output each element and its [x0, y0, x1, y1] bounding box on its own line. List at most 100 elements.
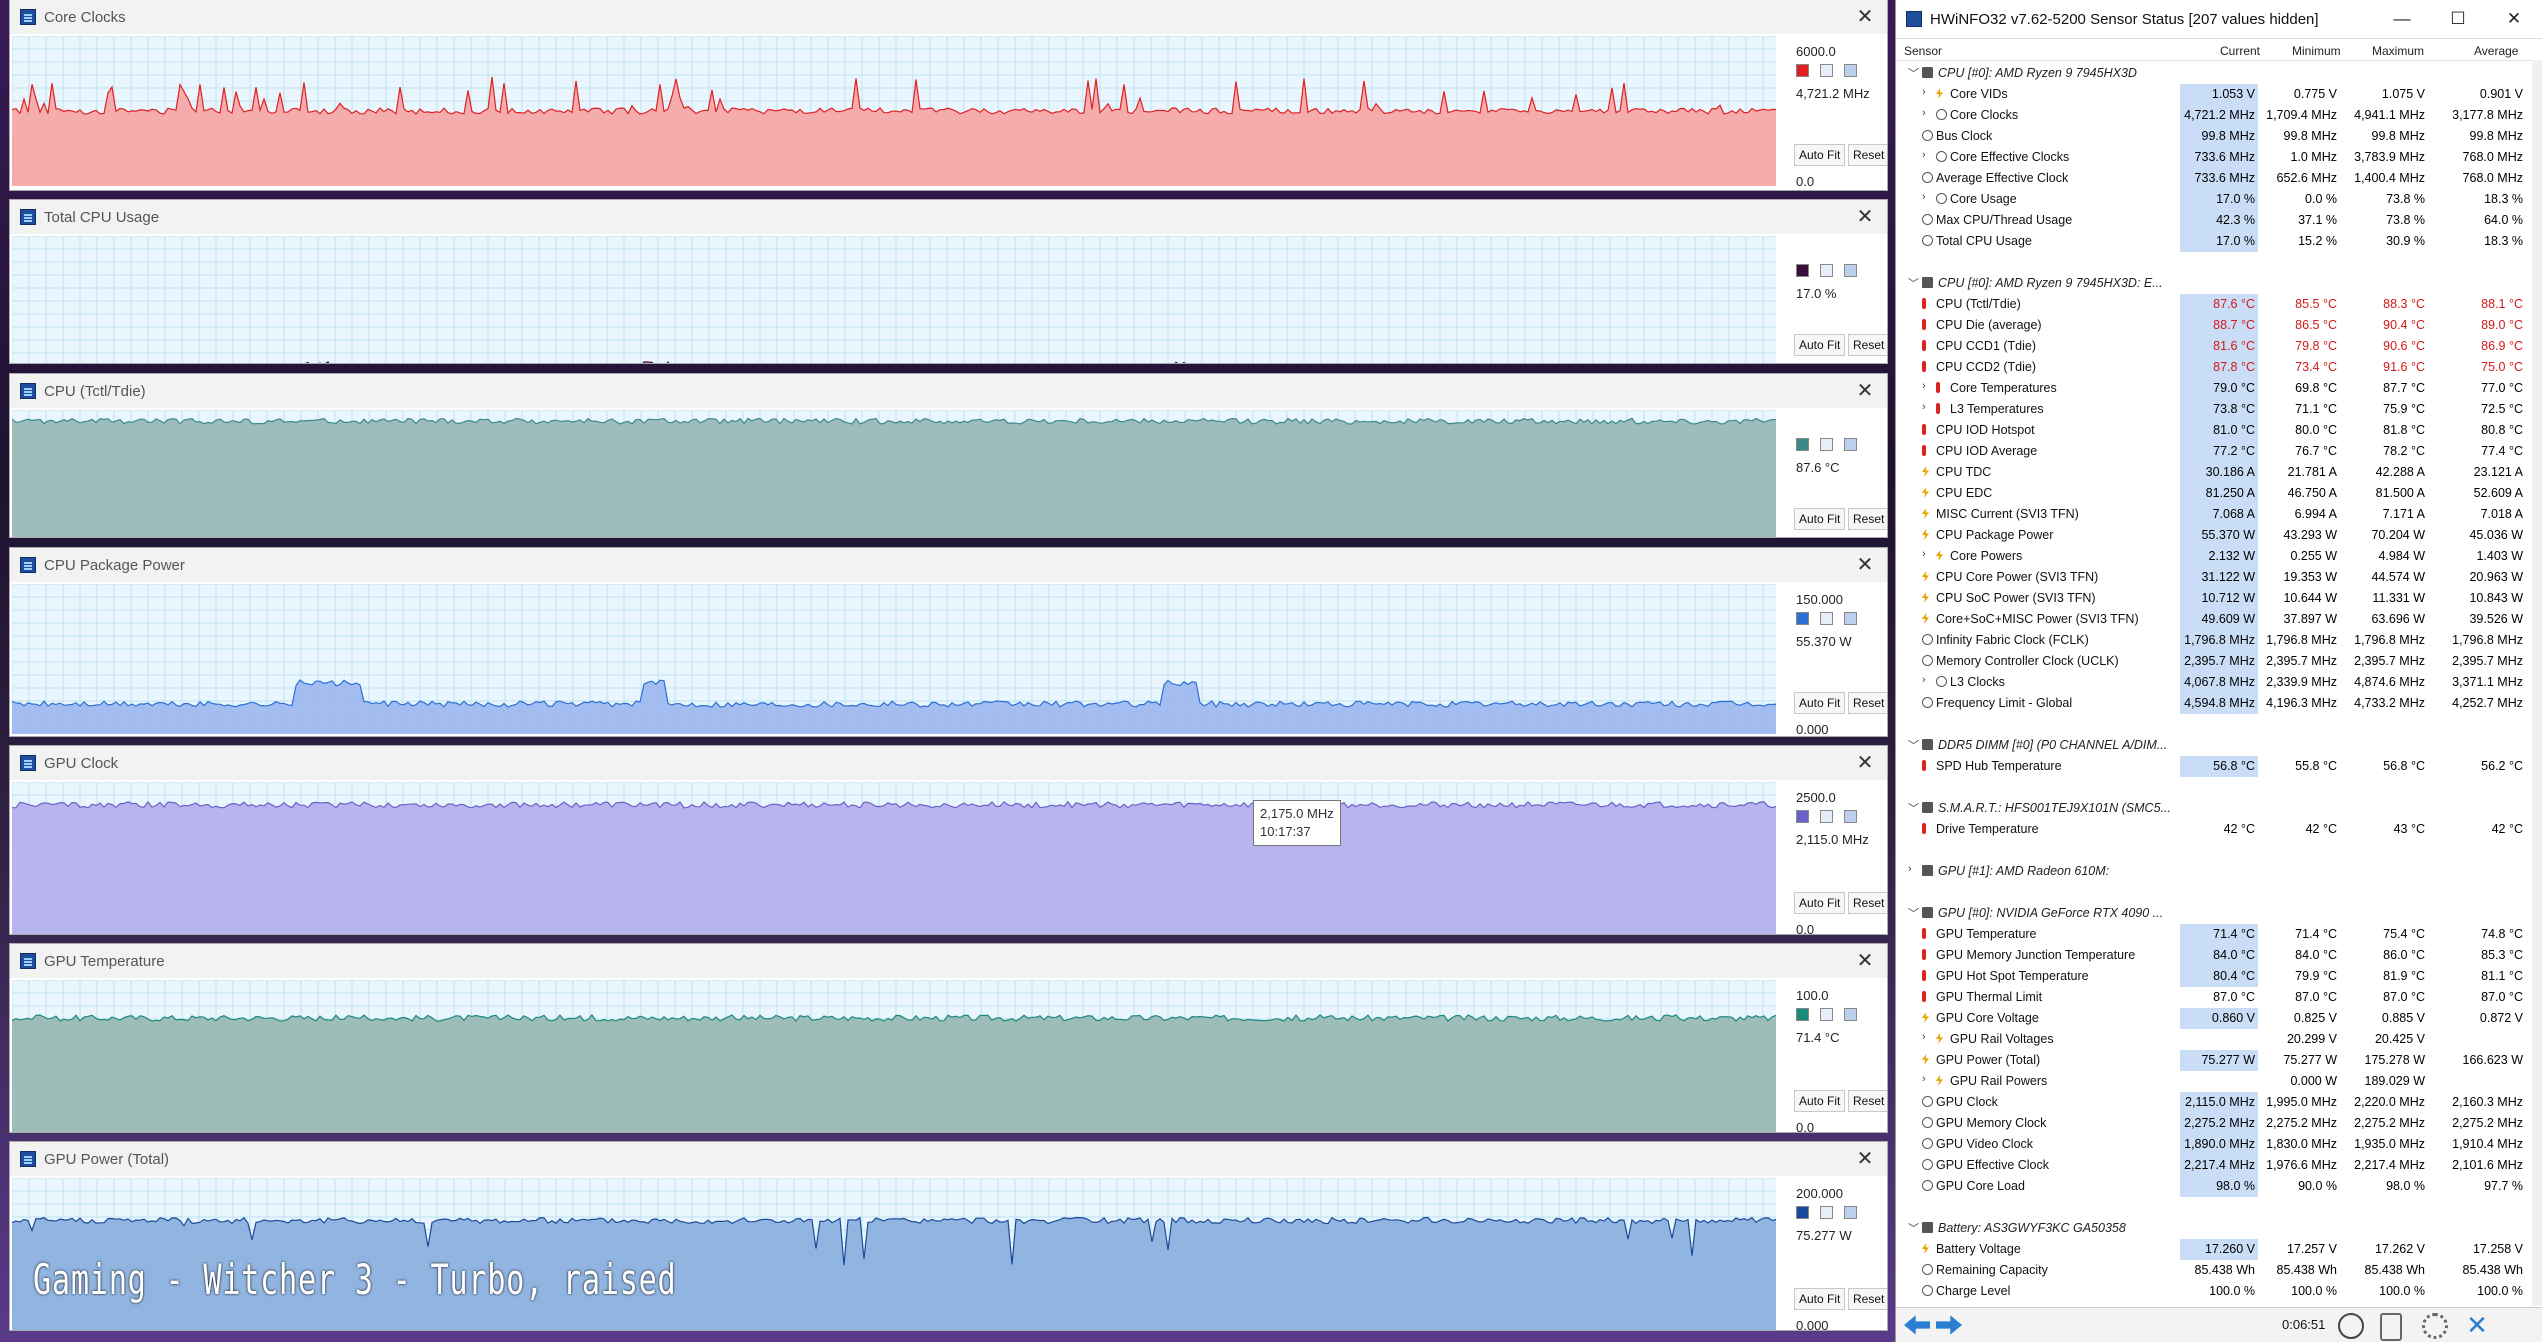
auto-fit-button[interactable]: Auto Fit	[1794, 334, 1846, 356]
sensor-group[interactable]: ﹀ Battery: AS3GWYF3KC GA50358	[1896, 1218, 2542, 1239]
graph-titlebar[interactable]: CPU (Tctl/Tdie) ✕	[10, 374, 1887, 408]
auto-fit-button[interactable]: Auto Fit	[1794, 144, 1846, 166]
expand-icon[interactable]: ›	[1922, 380, 1926, 392]
sensor-row[interactable]: GPU Effective Clock 2,217.4 MHz 1,976.6 …	[1896, 1155, 2542, 1176]
sensor-row[interactable]: Infinity Fabric Clock (FCLK) 1,796.8 MHz…	[1896, 630, 2542, 651]
bg-swatch[interactable]	[1844, 1008, 1857, 1021]
sensor-row[interactable]: › GPU Rail Voltages 20.299 V 20.425 V	[1896, 1029, 2542, 1050]
sensor-row[interactable]: GPU Thermal Limit 87.0 °C 87.0 °C 87.0 °…	[1896, 987, 2542, 1008]
sensor-row[interactable]: CPU TDC 30.186 A 21.781 A 42.288 A 23.12…	[1896, 462, 2542, 483]
fill-swatch[interactable]	[1820, 612, 1833, 625]
sensor-row[interactable]: Max CPU/Thread Usage 42.3 % 37.1 % 73.8 …	[1896, 210, 2542, 231]
expand-icon[interactable]: ﹀	[1908, 740, 1919, 752]
sensor-row[interactable]: › Core Powers 2.132 W 0.255 W 4.984 W 1.…	[1896, 546, 2542, 567]
sensor-row[interactable]: GPU Memory Junction Temperature 84.0 °C …	[1896, 945, 2542, 966]
sensor-row[interactable]: › L3 Clocks 4,067.8 MHz 2,339.9 MHz 4,87…	[1896, 672, 2542, 693]
bg-swatch[interactable]	[1844, 64, 1857, 77]
bg-swatch[interactable]	[1844, 810, 1857, 823]
sensor-row[interactable]: Core+SoC+MISC Power (SVI3 TFN) 49.609 W …	[1896, 609, 2542, 630]
graph-titlebar[interactable]: Total CPU Usage ✕	[10, 200, 1887, 234]
nav-left-icon[interactable]	[1904, 1315, 1930, 1335]
reset-button[interactable]: Reset	[1848, 1288, 1887, 1310]
graph-close-icon[interactable]: ✕	[1856, 380, 1874, 402]
sensor-row[interactable]: GPU Hot Spot Temperature 80.4 °C 79.9 °C…	[1896, 966, 2542, 987]
sensor-row[interactable]: › GPU Rail Powers 0.000 W 189.029 W	[1896, 1071, 2542, 1092]
graph-window-1[interactable]: Core Clocks ✕ 6000.0 4,721.2 MHz Auto Fi…	[10, 0, 1887, 190]
sensor-row[interactable]: › Core Effective Clocks 733.6 MHz 1.0 MH…	[1896, 147, 2542, 168]
line-color-swatch[interactable]	[1796, 1008, 1809, 1021]
sensor-row[interactable]: CPU SoC Power (SVI3 TFN) 10.712 W 10.644…	[1896, 588, 2542, 609]
sensor-row[interactable]: MISC Current (SVI3 TFN) 7.068 A 6.994 A …	[1896, 504, 2542, 525]
sensor-row[interactable]: Average Effective Clock 733.6 MHz 652.6 …	[1896, 168, 2542, 189]
graph-titlebar[interactable]: GPU Clock ✕	[10, 746, 1887, 780]
sensor-row[interactable]: CPU Package Power 55.370 W 43.293 W 70.2…	[1896, 525, 2542, 546]
sensor-row[interactable]: › Core Usage 17.0 % 0.0 % 73.8 % 18.3 %	[1896, 189, 2542, 210]
sensor-row[interactable]: Drive Temperature 42 °C 42 °C 43 °C 42 °…	[1896, 819, 2542, 840]
auto-fit-button[interactable]: Auto Fit	[1794, 692, 1846, 714]
graph-window-2[interactable]: Total CPU Usage ✕ 17.0 % Auto Fit Reset …	[10, 200, 1887, 363]
sensor-group[interactable]: ﹀ CPU [#0]: AMD Ryzen 9 7945HX3D	[1896, 63, 2542, 84]
sensor-row[interactable]: GPU Clock 2,115.0 MHz 1,995.0 MHz 2,220.…	[1896, 1092, 2542, 1113]
graph-close-icon[interactable]: ✕	[1856, 554, 1874, 576]
sensor-row[interactable]: CPU Core Power (SVI3 TFN) 31.122 W 19.35…	[1896, 567, 2542, 588]
auto-fit-button[interactable]: Auto Fit	[1794, 508, 1846, 530]
expand-icon[interactable]: ﹀	[1908, 1223, 1919, 1235]
line-color-swatch[interactable]	[1796, 438, 1809, 451]
graph-window-4[interactable]: CPU Package Power ✕ 150.000 55.370 W Aut…	[10, 548, 1887, 736]
reset-button[interactable]: Reset	[1848, 892, 1887, 914]
bg-swatch[interactable]	[1844, 438, 1857, 451]
sensor-row[interactable]: CPU EDC 81.250 A 46.750 A 81.500 A 52.60…	[1896, 483, 2542, 504]
sensor-row[interactable]: › L3 Temperatures 73.8 °C 71.1 °C 75.9 °…	[1896, 399, 2542, 420]
reset-button[interactable]: Reset	[1848, 508, 1887, 530]
sensor-row[interactable]: GPU Core Voltage 0.860 V 0.825 V 0.885 V…	[1896, 1008, 2542, 1029]
sensor-row[interactable]: › Core VIDs 1.053 V 0.775 V 1.075 V 0.90…	[1896, 84, 2542, 105]
sensor-row[interactable]: GPU Memory Clock 2,275.2 MHz 2,275.2 MHz…	[1896, 1113, 2542, 1134]
sensor-row[interactable]: CPU Die (average) 88.7 °C 86.5 °C 90.4 °…	[1896, 315, 2542, 336]
clock-icon[interactable]	[2338, 1313, 2364, 1339]
line-color-swatch[interactable]	[1796, 264, 1809, 277]
sensor-row[interactable]: CPU CCD1 (Tdie) 81.6 °C 79.8 °C 90.6 °C …	[1896, 336, 2542, 357]
line-color-swatch[interactable]	[1796, 810, 1809, 823]
nav-right-icon[interactable]	[1936, 1315, 1962, 1335]
sensor-group[interactable]: ﹀ DDR5 DIMM [#0] (P0 CHANNEL A/DIM...	[1896, 735, 2542, 756]
graph-close-icon[interactable]: ✕	[1856, 950, 1874, 972]
sensor-row[interactable]: GPU Core Load 98.0 % 90.0 % 98.0 % 97.7 …	[1896, 1176, 2542, 1197]
expand-icon[interactable]: ›	[1922, 401, 1926, 413]
sensor-row[interactable]: CPU IOD Average 77.2 °C 76.7 °C 78.2 °C …	[1896, 441, 2542, 462]
expand-icon[interactable]: ›	[1922, 1073, 1926, 1085]
col-average[interactable]: Average	[2474, 44, 2519, 58]
expand-icon[interactable]: ›	[1908, 863, 1912, 875]
sensor-row[interactable]: Frequency Limit - Global 4,594.8 MHz 4,1…	[1896, 693, 2542, 714]
col-sensor[interactable]: Sensor	[1904, 44, 1943, 58]
graph-window-6[interactable]: GPU Temperature ✕ 100.0 71.4 °C Auto Fit…	[10, 944, 1887, 1132]
reset-button[interactable]: Reset	[1848, 334, 1887, 356]
fill-swatch[interactable]	[1820, 264, 1833, 277]
sensor-row[interactable]: SPD Hub Temperature 56.8 °C 55.8 °C 56.8…	[1896, 756, 2542, 777]
expand-icon[interactable]: ›	[1922, 674, 1926, 686]
graph-close-icon[interactable]: ✕	[1856, 1148, 1874, 1170]
line-color-swatch[interactable]	[1796, 64, 1809, 77]
sensor-group[interactable]: ﹀ CPU [#0]: AMD Ryzen 9 7945HX3D: E...	[1896, 273, 2542, 294]
reset-button[interactable]: Reset	[1848, 692, 1887, 714]
expand-icon[interactable]: ›	[1922, 1031, 1926, 1043]
sensor-row[interactable]: Bus Clock 99.8 MHz 99.8 MHz 99.8 MHz 99.…	[1896, 126, 2542, 147]
expand-icon[interactable]: ›	[1922, 548, 1926, 560]
sensor-row[interactable]: Charge Level 100.0 % 100.0 % 100.0 % 100…	[1896, 1281, 2542, 1302]
reset-button[interactable]: Reset	[1848, 1090, 1887, 1112]
bg-swatch[interactable]	[1844, 264, 1857, 277]
scrollbar[interactable]	[2532, 60, 2542, 1306]
fill-swatch[interactable]	[1820, 64, 1833, 77]
graph-titlebar[interactable]: Core Clocks ✕	[10, 0, 1887, 34]
sensor-row[interactable]: Battery Voltage 17.260 V 17.257 V 17.262…	[1896, 1239, 2542, 1260]
sensor-row[interactable]: CPU (Tctl/Tdie) 87.6 °C 85.5 °C 88.3 °C …	[1896, 294, 2542, 315]
sensor-row[interactable]: › Core Temperatures 79.0 °C 69.8 °C 87.7…	[1896, 378, 2542, 399]
col-minimum[interactable]: Minimum	[2292, 44, 2341, 58]
sensor-group[interactable]: ﹀ GPU [#0]: NVIDIA GeForce RTX 4090 ...	[1896, 903, 2542, 924]
expand-icon[interactable]: ﹀	[1908, 908, 1919, 920]
expand-icon[interactable]: ﹀	[1908, 278, 1919, 290]
settings-icon[interactable]	[2422, 1313, 2448, 1339]
line-color-swatch[interactable]	[1796, 612, 1809, 625]
auto-fit-button[interactable]: Auto Fit	[1794, 1090, 1846, 1112]
maximize-button[interactable]: ☐	[2450, 9, 2466, 28]
auto-fit-button[interactable]: Auto Fit	[1794, 892, 1846, 914]
